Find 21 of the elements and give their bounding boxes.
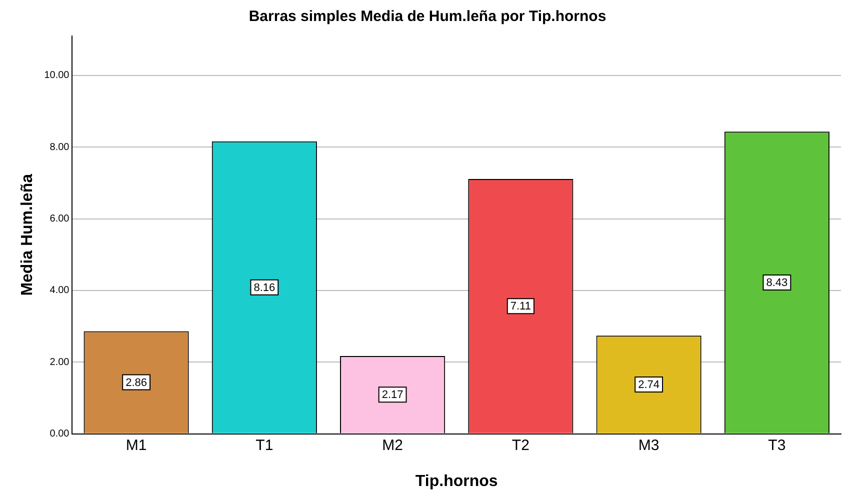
y-tick-label: 0.00 — [50, 428, 70, 440]
y-tick-label: 8.00 — [50, 142, 70, 153]
y-tick-label: 6.00 — [50, 214, 70, 225]
x-axis-title: Tip.hornos — [415, 472, 498, 490]
data-label: 8.43 — [766, 277, 788, 290]
data-label: 7.11 — [510, 300, 531, 313]
y-tick-label: 2.00 — [50, 356, 70, 368]
x-tick-label: M2 — [382, 436, 403, 454]
x-tick-label: T3 — [768, 436, 786, 454]
x-tick-label: T1 — [256, 436, 274, 454]
chart-title: Barras simples Media de Hum.leña por Tip.hornos — [248, 8, 606, 26]
y-axis-title: Media Hum.leña — [19, 174, 36, 296]
x-tick-label: T2 — [512, 436, 530, 454]
x-tick-label: M3 — [638, 436, 660, 454]
y-tick-label: 4.00 — [50, 285, 70, 296]
data-label: 2.86 — [126, 376, 147, 389]
data-label: 8.16 — [254, 282, 276, 294]
x-tick-label: M1 — [126, 436, 147, 454]
data-label: 2.17 — [382, 389, 404, 402]
data-label: 2.74 — [638, 378, 660, 391]
y-tick-label: 10.00 — [44, 70, 70, 82]
